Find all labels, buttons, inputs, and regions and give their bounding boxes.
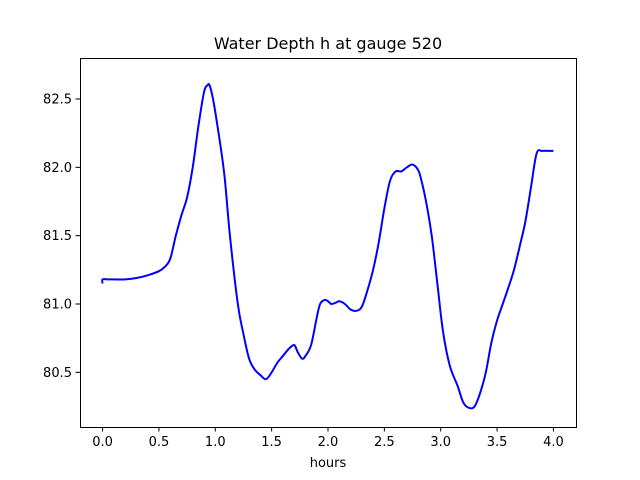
x-tick-label: 1.0 (205, 435, 226, 450)
plot-area (101, 83, 554, 410)
x-axis-ticks: 0.0 0.5 1.0 1.5 2.0 2.5 3.0 3.5 4.0 (92, 427, 564, 450)
y-tick-label: 82.0 (43, 161, 72, 176)
y-axis-ticks: 80.5 81.0 81.5 82.0 82.5 (43, 93, 80, 381)
y-tick-label: 82.5 (43, 93, 72, 108)
x-tick-label: 3.5 (487, 435, 508, 450)
x-tick-label: 0.5 (149, 435, 170, 450)
data-series-line (101, 83, 554, 410)
chart-title: Water Depth h at gauge 520 (214, 34, 442, 53)
x-tick-label: 3.0 (430, 435, 451, 450)
x-tick-label: 2.0 (318, 435, 339, 450)
x-tick-label: 4.0 (543, 435, 564, 450)
x-tick-label: 1.5 (261, 435, 282, 450)
y-tick-label: 81.5 (43, 229, 72, 244)
x-axis-title: hours (310, 456, 347, 471)
axes-frame (80, 58, 577, 428)
x-tick-label: 2.5 (374, 435, 395, 450)
y-tick-label: 80.5 (43, 366, 72, 381)
y-tick-label: 81.0 (43, 298, 72, 313)
x-tick-label: 0.0 (92, 435, 113, 450)
